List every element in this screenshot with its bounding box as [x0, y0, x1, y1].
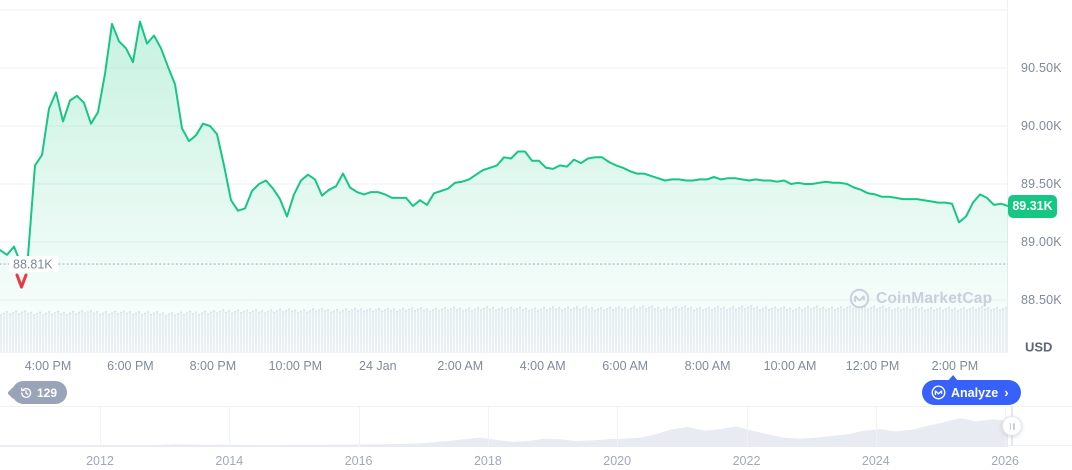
history-area-chart	[0, 418, 1008, 447]
year-label: 2024	[861, 454, 890, 468]
timeline-year-axis: 2012 2014 2016 2018 2020 2022 2024 2026	[0, 446, 1072, 470]
analyze-label: Analyze	[951, 385, 999, 400]
x-axis-label: 6:00 PM	[107, 358, 154, 373]
x-axis-label: 4:00 AM	[519, 358, 566, 373]
price-axis: 90.50K 90.00K 89.50K 89.00K 88.50K USD	[1008, 0, 1072, 355]
analyze-button[interactable]: Analyze ›	[922, 375, 1021, 405]
low-price-label: 88.81K	[13, 258, 53, 272]
year-label: 2016	[344, 454, 373, 468]
coinmarketcap-logo-icon	[931, 385, 946, 400]
watermark: CoinMarketCap	[849, 288, 992, 309]
y-axis-label: 88.50K	[1021, 293, 1062, 307]
price-area-chart[interactable]: 88.81K	[0, 0, 1008, 352]
year-label: 2014	[215, 454, 244, 468]
x-axis-label: 4:00 PM	[24, 358, 72, 373]
coinmarketcap-logo-icon	[849, 288, 870, 309]
timeline-drag-handle[interactable]	[1002, 416, 1022, 436]
timeline-scrubber[interactable]	[0, 406, 1072, 447]
currency-unit-label: USD	[1025, 339, 1053, 355]
year-label: 2018	[473, 454, 502, 468]
x-axis-label: 2:00 AM	[437, 358, 484, 373]
price-chart-canvas[interactable]: 88.81K	[0, 0, 1008, 352]
x-axis-label: 2:00 PM	[931, 358, 979, 373]
timeline-gridline	[358, 407, 360, 447]
y-axis-label: 89.50K	[1021, 177, 1062, 191]
y-axis-label: 89.00K	[1021, 235, 1062, 249]
watermark-text: CoinMarketCap	[876, 289, 993, 307]
current-price-badge: 89.31K	[1008, 194, 1057, 218]
time-axis: 4:00 PM 6:00 PM 8:00 PM 10:00 PM 24 Jan 2:00 …	[0, 352, 1008, 378]
history-count-badge[interactable]: 129	[12, 381, 68, 404]
timeline-gridline	[746, 407, 748, 447]
x-axis-label: 8:00 PM	[189, 358, 237, 373]
timeline-gridline	[617, 407, 619, 447]
timeline-gridline	[875, 407, 877, 447]
x-axis-label: 24 Jan	[359, 358, 397, 373]
x-axis-label: 8:00 AM	[684, 358, 731, 373]
x-axis-label: 12:00 PM	[845, 358, 900, 373]
year-label: 2020	[603, 454, 632, 468]
year-label: 2022	[732, 454, 761, 468]
x-axis-label: 10:00 PM	[268, 358, 323, 373]
year-label: 2012	[86, 454, 114, 468]
timeline-gridline	[100, 407, 101, 447]
history-count-label: 129	[37, 385, 58, 400]
x-axis-label: 6:00 AM	[602, 358, 649, 373]
chevron-right-icon: ›	[1004, 385, 1009, 400]
y-axis-label: 90.00K	[1021, 119, 1062, 133]
year-label: 2026	[991, 454, 1019, 468]
history-clock-icon	[20, 387, 32, 398]
y-axis-label: 90.50K	[1021, 61, 1062, 75]
x-axis-label: 10:00 AM	[763, 358, 817, 373]
timeline-gridline	[229, 407, 231, 447]
timeline-gridline	[487, 407, 489, 447]
